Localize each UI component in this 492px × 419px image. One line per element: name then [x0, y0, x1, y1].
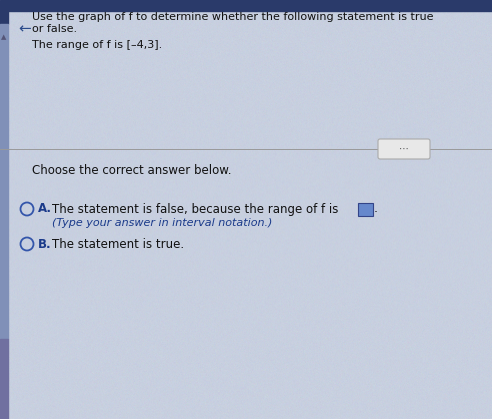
FancyBboxPatch shape — [378, 139, 430, 159]
Text: B.: B. — [38, 238, 52, 251]
Text: Choose the correct answer below.: Choose the correct answer below. — [32, 165, 232, 178]
Bar — [0, 11, 8, 24]
Text: The range of f is [–4,3].: The range of f is [–4,3]. — [32, 40, 162, 50]
Text: ←: ← — [18, 21, 31, 36]
Text: .: . — [374, 202, 378, 215]
Bar — [358, 203, 373, 216]
Text: The statement is false, because the range of f is: The statement is false, because the rang… — [52, 202, 338, 215]
Bar — [0, 339, 8, 419]
Text: A.: A. — [38, 202, 52, 215]
Text: (Type your answer in interval notation.): (Type your answer in interval notation.) — [52, 218, 273, 228]
Text: Use the graph of f to determine whether the following statement is true: Use the graph of f to determine whether … — [32, 12, 433, 22]
Bar — [0, 0, 492, 11]
Text: The statement is true.: The statement is true. — [52, 238, 184, 251]
Text: or false.: or false. — [32, 24, 77, 34]
Bar — [0, 24, 8, 339]
Text: ▲: ▲ — [1, 34, 7, 40]
Text: ⋯: ⋯ — [399, 144, 409, 154]
